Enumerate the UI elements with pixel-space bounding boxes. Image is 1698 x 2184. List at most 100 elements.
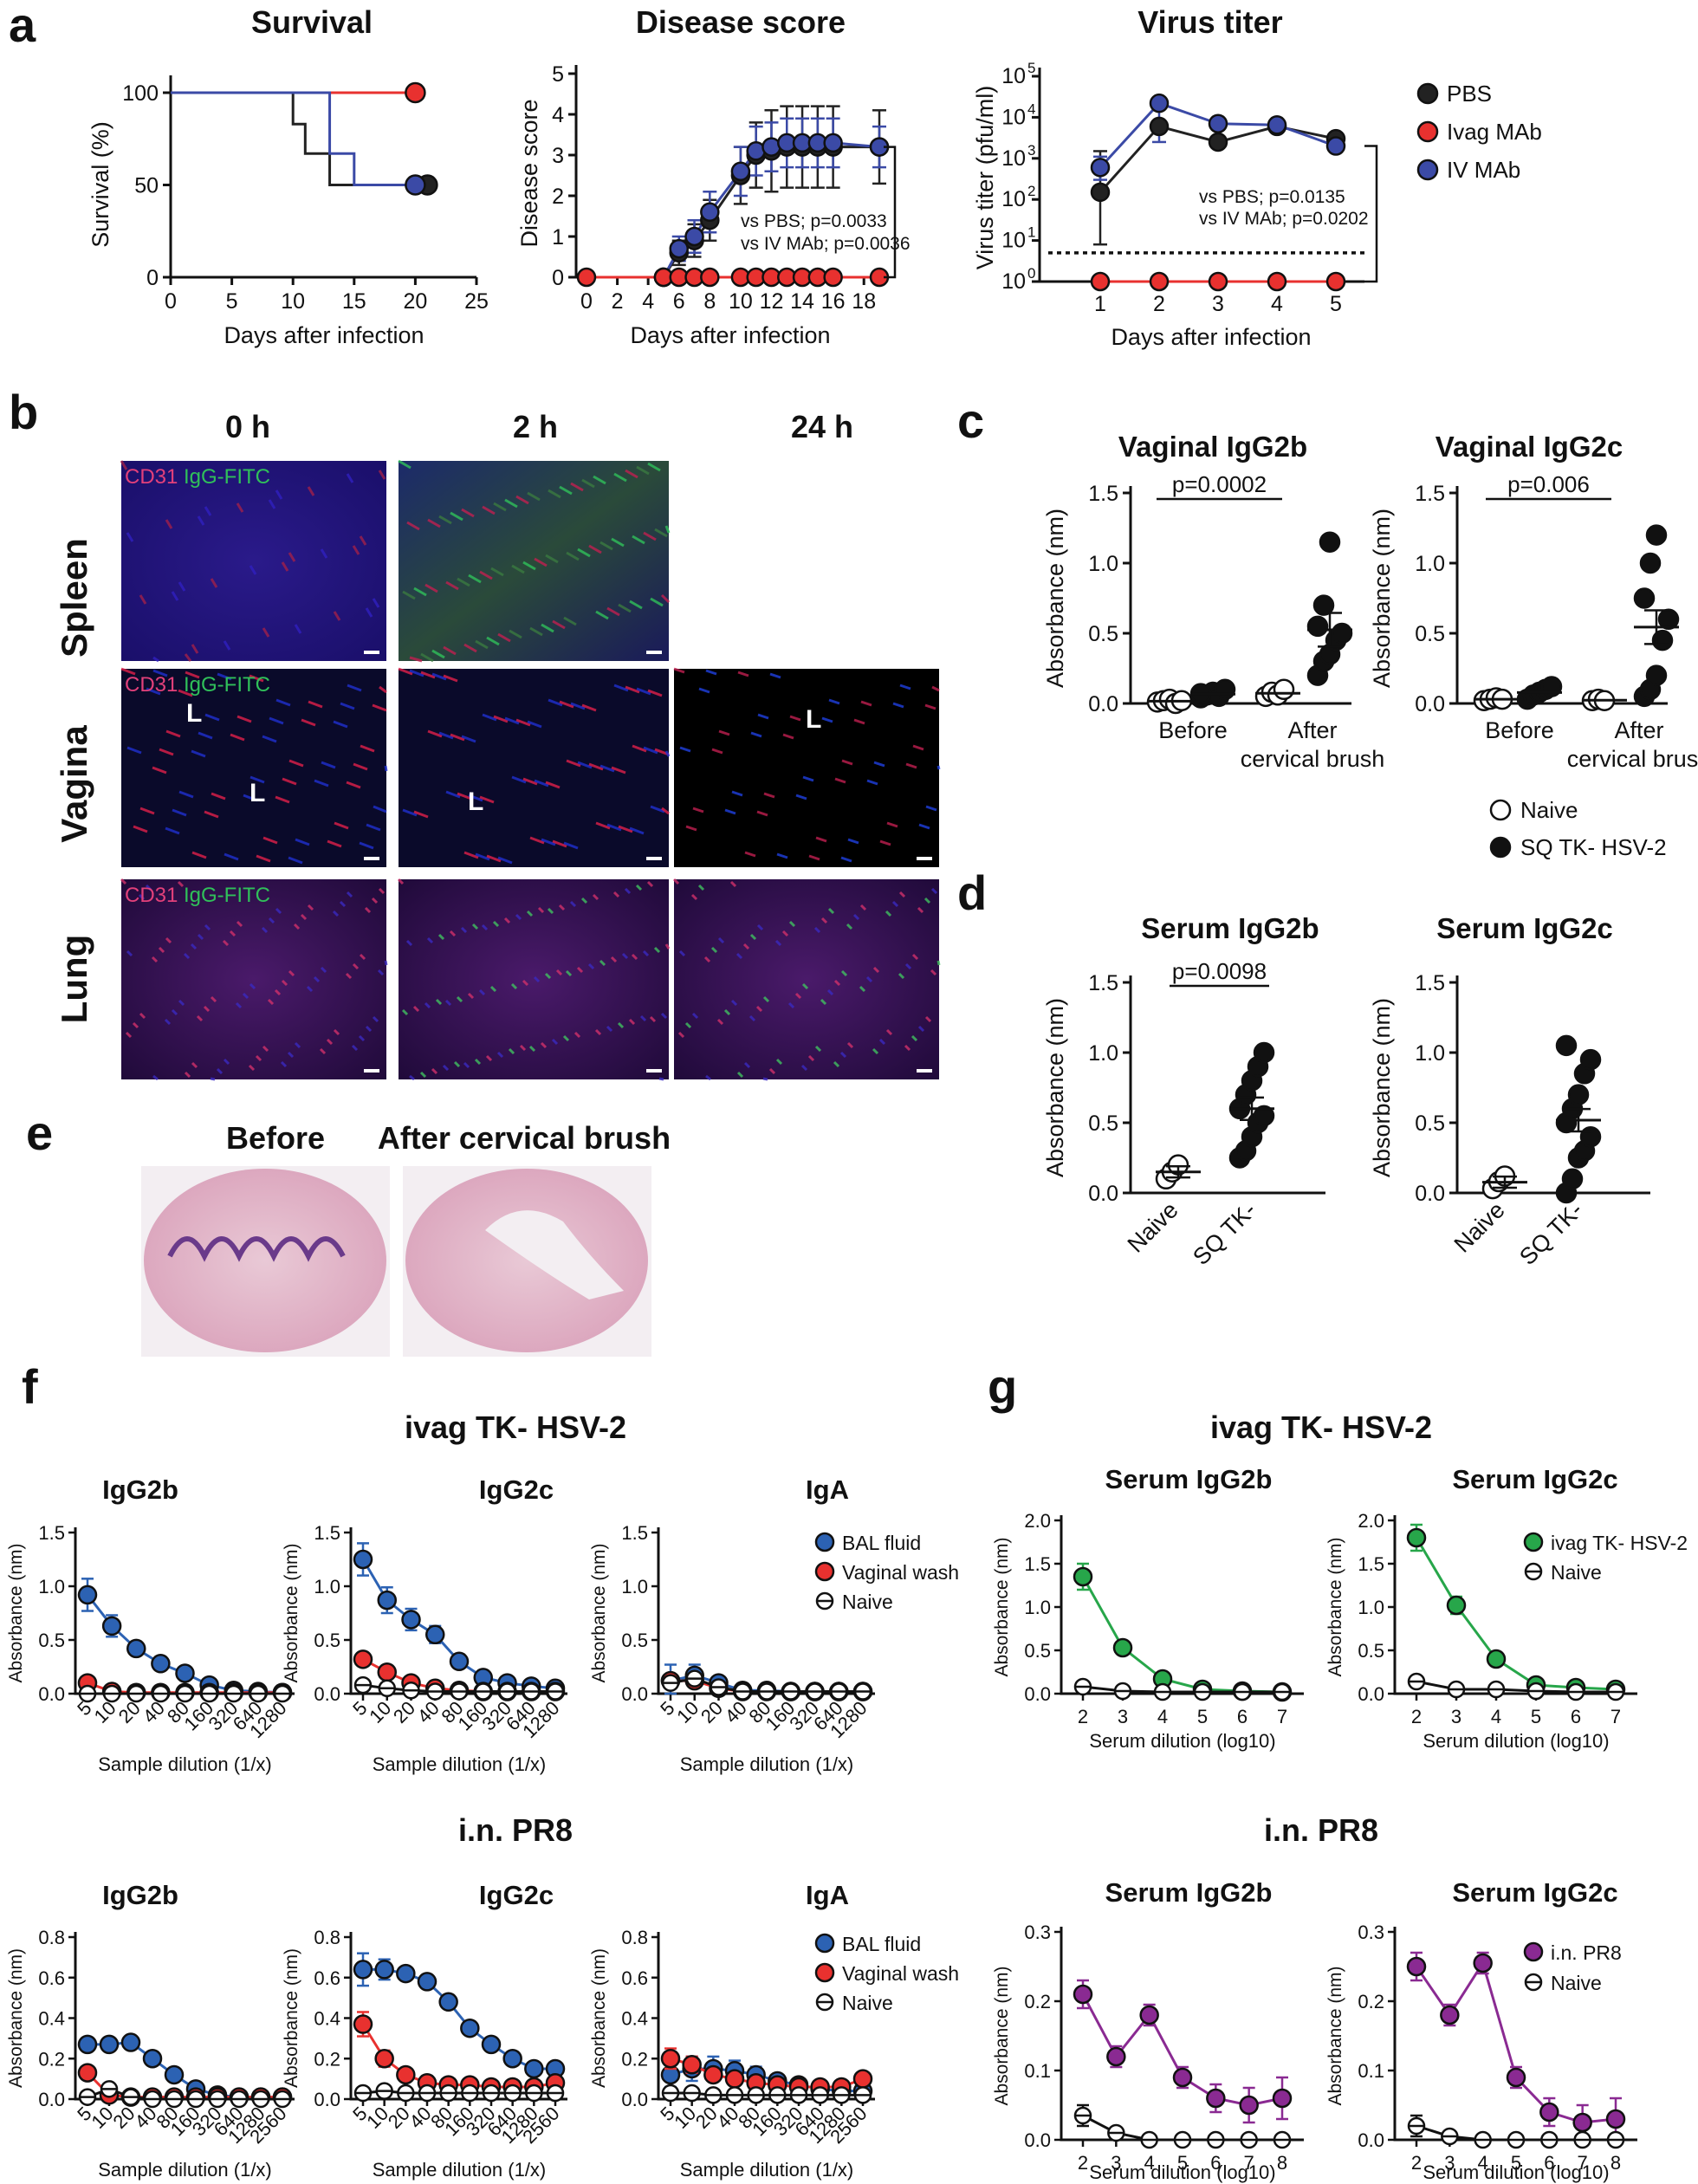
micro-spleen-2h-texture xyxy=(618,603,632,613)
micro-lung-2h-scale-bar xyxy=(646,1069,662,1073)
micro-vagina-0h-texture xyxy=(314,779,329,787)
micro-lung-0h-texture xyxy=(293,923,301,930)
disease-x-tick-label: 4 xyxy=(642,289,654,314)
panel-g-top-0-x-tick-label: 7 xyxy=(1277,1706,1287,1727)
legend-label-g-top: ivag TK- HSV-2 xyxy=(1551,1532,1688,1554)
micro-vagina-0h-texture xyxy=(178,689,193,697)
micro-spleen-0h-texture xyxy=(210,578,218,588)
micro-lung-2h-texture xyxy=(510,982,518,990)
micro-lung-24h-texture xyxy=(749,1014,756,1022)
micro-lung-2h-texture xyxy=(489,985,497,993)
micro-spleen-2h-texture xyxy=(511,564,525,574)
histo-after-lumen xyxy=(485,1210,624,1299)
micro-lung-0h-texture xyxy=(345,972,353,980)
micro-spleen-2h-texture xyxy=(475,639,489,650)
panel-f-bottom-2-x-label: Sample dilution (1/x) xyxy=(680,2159,854,2181)
micro-lung-0h-texture xyxy=(138,893,146,901)
micro-lung-2h-texture xyxy=(594,1028,602,1036)
micro-vagina-24h-texture xyxy=(853,718,865,725)
panel-f-top-0-y-tick-label: 1.0 xyxy=(38,1576,65,1597)
micro-lung-24h-texture xyxy=(691,1012,699,1020)
micro-lung-2h-texture xyxy=(592,893,599,901)
panel-f-bottom-2-point xyxy=(682,2055,702,2075)
survival-x-tick-label: 5 xyxy=(226,289,238,314)
panel-g-bottom-0-point xyxy=(1106,2046,1126,2067)
titer-x-tick-label: 5 xyxy=(1330,292,1342,316)
micro-lung-0h-texture xyxy=(346,891,353,898)
panel-g-top-0-series-line xyxy=(1081,1576,1283,1694)
micro-vagina-24h-texture xyxy=(918,823,930,830)
disease-y-tick-label: 0 xyxy=(552,266,564,290)
micro-vagina-0h-texture xyxy=(256,854,271,863)
micro-spleen-0h-texture xyxy=(359,535,367,546)
micro-lung-24h-texture xyxy=(911,953,919,961)
micro-vagina-0h-texture xyxy=(275,698,291,707)
micro-spleen-2h-texture xyxy=(427,518,441,528)
micro-vagina-2h-texture xyxy=(570,702,586,710)
micro-lung-0h-texture xyxy=(248,1064,256,1072)
panel-g-bottom-1-point xyxy=(1539,2102,1559,2122)
micro-lung-0h-texture xyxy=(307,904,314,911)
micro-lung-0h-texture xyxy=(197,933,204,941)
panel-f-bottom-0-point xyxy=(142,2049,163,2069)
legend-label-f: Naive xyxy=(842,1591,893,1613)
micro-vagina-2h-texture xyxy=(409,669,424,677)
micro-spleen-0h-texture xyxy=(139,594,147,605)
micro-vagina-0h-texture xyxy=(230,733,245,742)
panel-c-0-title: Vaginal IgG2b xyxy=(1118,431,1307,463)
panel-d-1-y-tick-label: 1.0 xyxy=(1415,1041,1445,1066)
micro-lung-2h xyxy=(399,879,669,1079)
panel-g-top-1-y-tick-label: 2.0 xyxy=(1358,1510,1384,1532)
micro-lung-2h-texture xyxy=(569,900,577,908)
micro-vagina-2h-texture xyxy=(479,795,495,804)
micro-lung-24h-texture xyxy=(742,943,750,950)
panel-c-1-x-after: After xyxy=(1614,717,1663,743)
panel-f-bottom-2-series-line xyxy=(671,2091,863,2097)
micro-lung-2h-texture xyxy=(649,1015,657,1023)
panel-f-bottom-0-point xyxy=(120,2032,141,2052)
survival-point-ivag xyxy=(405,81,426,104)
micro-vagina-0h-texture xyxy=(366,823,381,832)
panel-g-top-1-y-tick-label: 0.0 xyxy=(1358,1683,1384,1705)
micro-vagina-2h-texture xyxy=(493,715,509,723)
panel-g-top-0-x-tick-label: 2 xyxy=(1078,1706,1088,1727)
legend-label-f: Vaginal wash xyxy=(842,1962,959,1985)
titer-y-tick-label: 10 xyxy=(1001,146,1026,171)
micro-vagina-24h-texture xyxy=(718,729,730,736)
micro-lung-24h-texture xyxy=(859,904,867,911)
panel-g-top-1-y-tick-label: 0.5 xyxy=(1358,1640,1384,1662)
panel-f-bottom-1-y-tick-label: 0.0 xyxy=(314,2089,340,2110)
micro-lung-2h-texture xyxy=(610,956,618,963)
panel-d-0-y-tick-label: 0.0 xyxy=(1088,1182,1118,1206)
micro-lung-2h-texture xyxy=(540,1041,548,1049)
micro-lung-24h-texture xyxy=(768,1067,776,1075)
panel-f-bottom-1-point xyxy=(438,1992,458,2012)
micro-vagina-2h-texture xyxy=(545,781,561,789)
micro-spleen-2h-texture xyxy=(406,521,420,531)
micro-spleen-0h-texture xyxy=(320,548,328,559)
titer-title: Virus titer xyxy=(1137,4,1282,40)
panel-d-1-point-immune xyxy=(1567,1084,1590,1105)
micro-lung-2h-texture xyxy=(526,910,534,917)
micro-vagina-0h-label-igg: IgG-FITC xyxy=(184,673,270,697)
panel-letter-f: f xyxy=(22,1359,38,1414)
panel-g-top-0-point xyxy=(1073,1566,1093,1587)
micro-vagina-2h-texture xyxy=(443,674,458,683)
micro-lung-24h-texture xyxy=(710,946,718,954)
micro-vagina-2h-texture xyxy=(563,841,579,850)
micro-spleen-2h-texture xyxy=(457,577,470,587)
micro-vagina-0h-texture xyxy=(178,790,194,799)
micro-lung-24h-texture xyxy=(827,907,835,915)
panel-g-bottom-1-title: Serum IgG2c xyxy=(1452,1877,1617,1908)
micro-vagina-0h-texture xyxy=(346,781,361,789)
micro-lung-24h-texture xyxy=(930,969,937,976)
panel-d-0-x-naive: Naive xyxy=(1123,1197,1183,1258)
panel-g-top-1-point xyxy=(1406,1527,1427,1548)
micro-lung-0h-texture xyxy=(287,1051,295,1059)
micro-lung-24h-texture xyxy=(717,936,725,944)
panel-f-bottom-2-y-tick-label: 0.8 xyxy=(621,1927,648,1948)
panel-f-bottom-2-point xyxy=(852,2069,873,2089)
panel-f-bottom-1-point xyxy=(353,1960,373,1980)
micro-lung-24h-texture xyxy=(904,1044,911,1052)
